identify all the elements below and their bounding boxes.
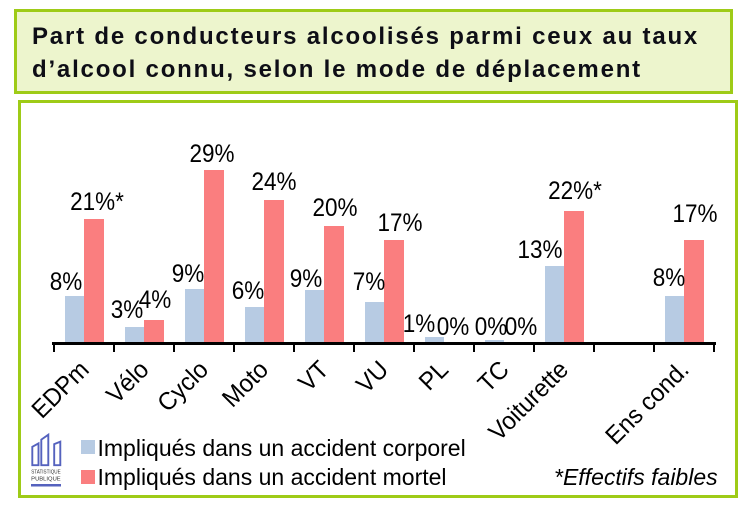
svg-text:PUBLIQUE: PUBLIQUE: [31, 477, 61, 483]
svg-text:STATISTIQUE: STATISTIQUE: [31, 470, 61, 476]
